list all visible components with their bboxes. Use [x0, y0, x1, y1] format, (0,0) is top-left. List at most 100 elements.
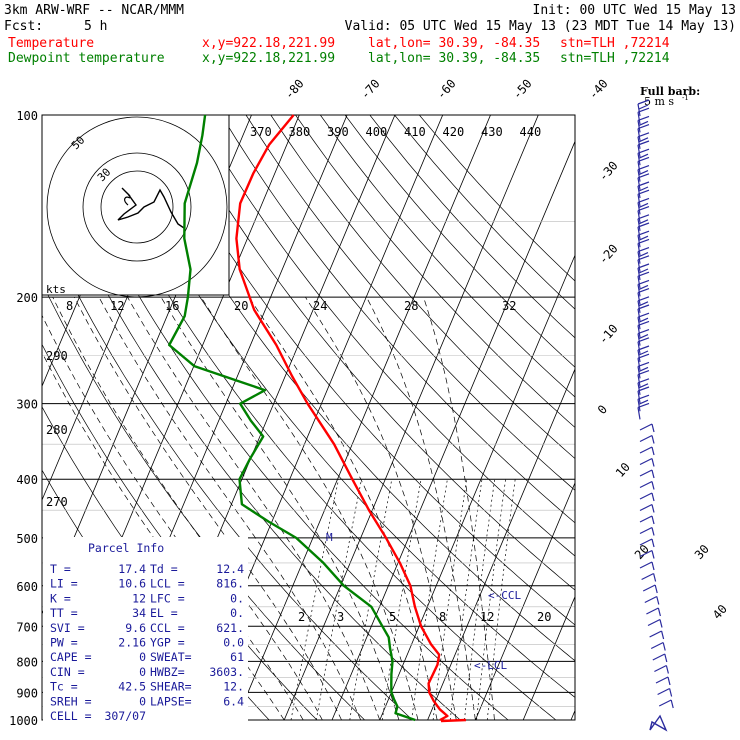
wind-barb-staff [647, 618, 661, 627]
wind-barb [637, 238, 650, 256]
mixing-ratio-label: 24 [313, 299, 327, 313]
wind-barb-flag [651, 435, 655, 444]
wind-barb-flag [637, 124, 650, 130]
parcel-info-box: Parcel Info T = 17.4 Td = 12.4 LI = 10.6 LCL =… [43, 537, 248, 727]
wind-barb [637, 197, 650, 215]
lcl-marker: <-LCL [474, 659, 507, 672]
wind-barb [647, 618, 663, 628]
parcel-row-value: 0 [139, 650, 146, 664]
wind-barb [637, 222, 650, 240]
parcel-row-label: K = [50, 591, 71, 605]
wind-barb [637, 288, 650, 305]
wind-barb-staff [646, 607, 659, 615]
wind-barb [652, 653, 668, 663]
parcel-row-value: 61 [230, 650, 244, 664]
temperature-xy: x,y=922.18,221.99 [202, 36, 335, 51]
wind-barb [644, 595, 660, 605]
wind-barb-staff [637, 185, 641, 199]
parcel-row-label: SVI = [50, 621, 85, 635]
pressure-tick-label: 800 [16, 655, 38, 669]
dewpoint-latlon: lat,lon= 30.39, -84.35 [368, 51, 540, 66]
isotherm-line [427, 368, 575, 720]
wind-barb-flag [662, 642, 666, 651]
mixing-ratio-label: 16 [165, 299, 179, 313]
wind-barb [639, 549, 655, 559]
parcel-info-row: CELL = 307/07 [50, 709, 146, 723]
wind-barb-staff [650, 641, 664, 650]
parcel-row-value: 42.5 [118, 680, 146, 694]
wind-barb-staff [639, 423, 653, 431]
wind-barb-flag [637, 378, 650, 384]
wind-barb-staff [637, 300, 641, 313]
parcel-info-title: Parcel Info [88, 541, 164, 555]
wind-barb-staff [637, 153, 641, 166]
wind-barb-surface [649, 714, 668, 732]
pressure-tick-label: 900 [16, 686, 38, 700]
wind-barb [637, 107, 650, 125]
wind-barb-flag [651, 469, 655, 479]
wind-barb-staff [637, 366, 641, 379]
wind-barb-flag [637, 99, 650, 105]
wind-barb [637, 214, 650, 231]
parcel-row-value: 816. [216, 577, 244, 591]
wind-barb-flag [651, 458, 655, 467]
wind-barb [639, 423, 655, 433]
wind-barb-flag [659, 619, 663, 628]
wind-barb-staff [652, 653, 666, 661]
wind-barb [650, 641, 666, 651]
wind-barbs [637, 99, 674, 732]
wind-barb [639, 561, 655, 571]
wind-barb-flag [665, 665, 669, 674]
wind-barb-staff [639, 526, 653, 535]
wind-barb-staff [654, 664, 667, 673]
wind-barb-staff [658, 699, 672, 707]
parcel-row-value: 0.0 [223, 636, 244, 650]
parcel-row-label: Td = [150, 562, 178, 576]
parcel-info-row: K = 12 LFC = 0. [50, 591, 244, 605]
barb-legend-title: Full barb: [640, 85, 700, 98]
wind-barb-staff [637, 341, 641, 354]
mixing-ratio-label: 12 [110, 299, 124, 313]
wind-barb [637, 206, 650, 223]
wind-barb-staff [641, 572, 654, 581]
theta-label: 370 [250, 125, 272, 139]
wind-barb-staff [637, 349, 641, 363]
wind-barb-staff [637, 194, 641, 207]
wind-barb [637, 148, 650, 166]
wind-barb-flag [637, 370, 650, 376]
plot-frame [41, 114, 576, 721]
parcel-row-value: 17.4 [118, 562, 146, 576]
isotherm-line [236, 115, 491, 720]
wind-barb-staff [639, 434, 653, 443]
wind-barb-flag [638, 153, 649, 159]
wind-barb-staff [637, 210, 641, 223]
parcel-info-background [43, 537, 248, 727]
pressure-tick-label: 500 [16, 532, 38, 546]
valid-time: Valid: 05 UTC Wed 15 May 13 (23 MDT Tue … [345, 19, 736, 34]
wind-barb-flag [651, 504, 655, 513]
wind-barb-flag [651, 423, 655, 433]
wind-barb [639, 457, 655, 467]
wind-barb-flag [637, 247, 650, 253]
parcel-row-value: 34 [132, 606, 146, 620]
wind-barb-flag [638, 186, 649, 192]
wind-barb-flag [667, 676, 671, 686]
parcel-row-label: HWBZ= [150, 665, 185, 679]
fcst-label: Fcst: [4, 19, 43, 34]
wind-barb-staff [639, 538, 653, 546]
wind-barb-flag [638, 317, 649, 323]
wind-barb [637, 304, 650, 322]
wind-barb [637, 247, 650, 264]
wind-barb-flag [637, 115, 650, 121]
wind-barb-flag [637, 197, 650, 203]
hodograph-ring-30 [82, 152, 192, 262]
parcel-row-value: 621. [216, 621, 244, 635]
wind-barb-flag [638, 137, 649, 143]
wind-barb-flag [661, 630, 665, 640]
wind-barb [639, 515, 655, 525]
parcel-row-label: Tc = [50, 680, 78, 694]
wind-barb-flag [637, 255, 650, 261]
dewpoint-station: stn=TLH ,72214 [560, 51, 670, 66]
wind-barb [637, 173, 650, 190]
wind-barb-staff [637, 284, 641, 297]
